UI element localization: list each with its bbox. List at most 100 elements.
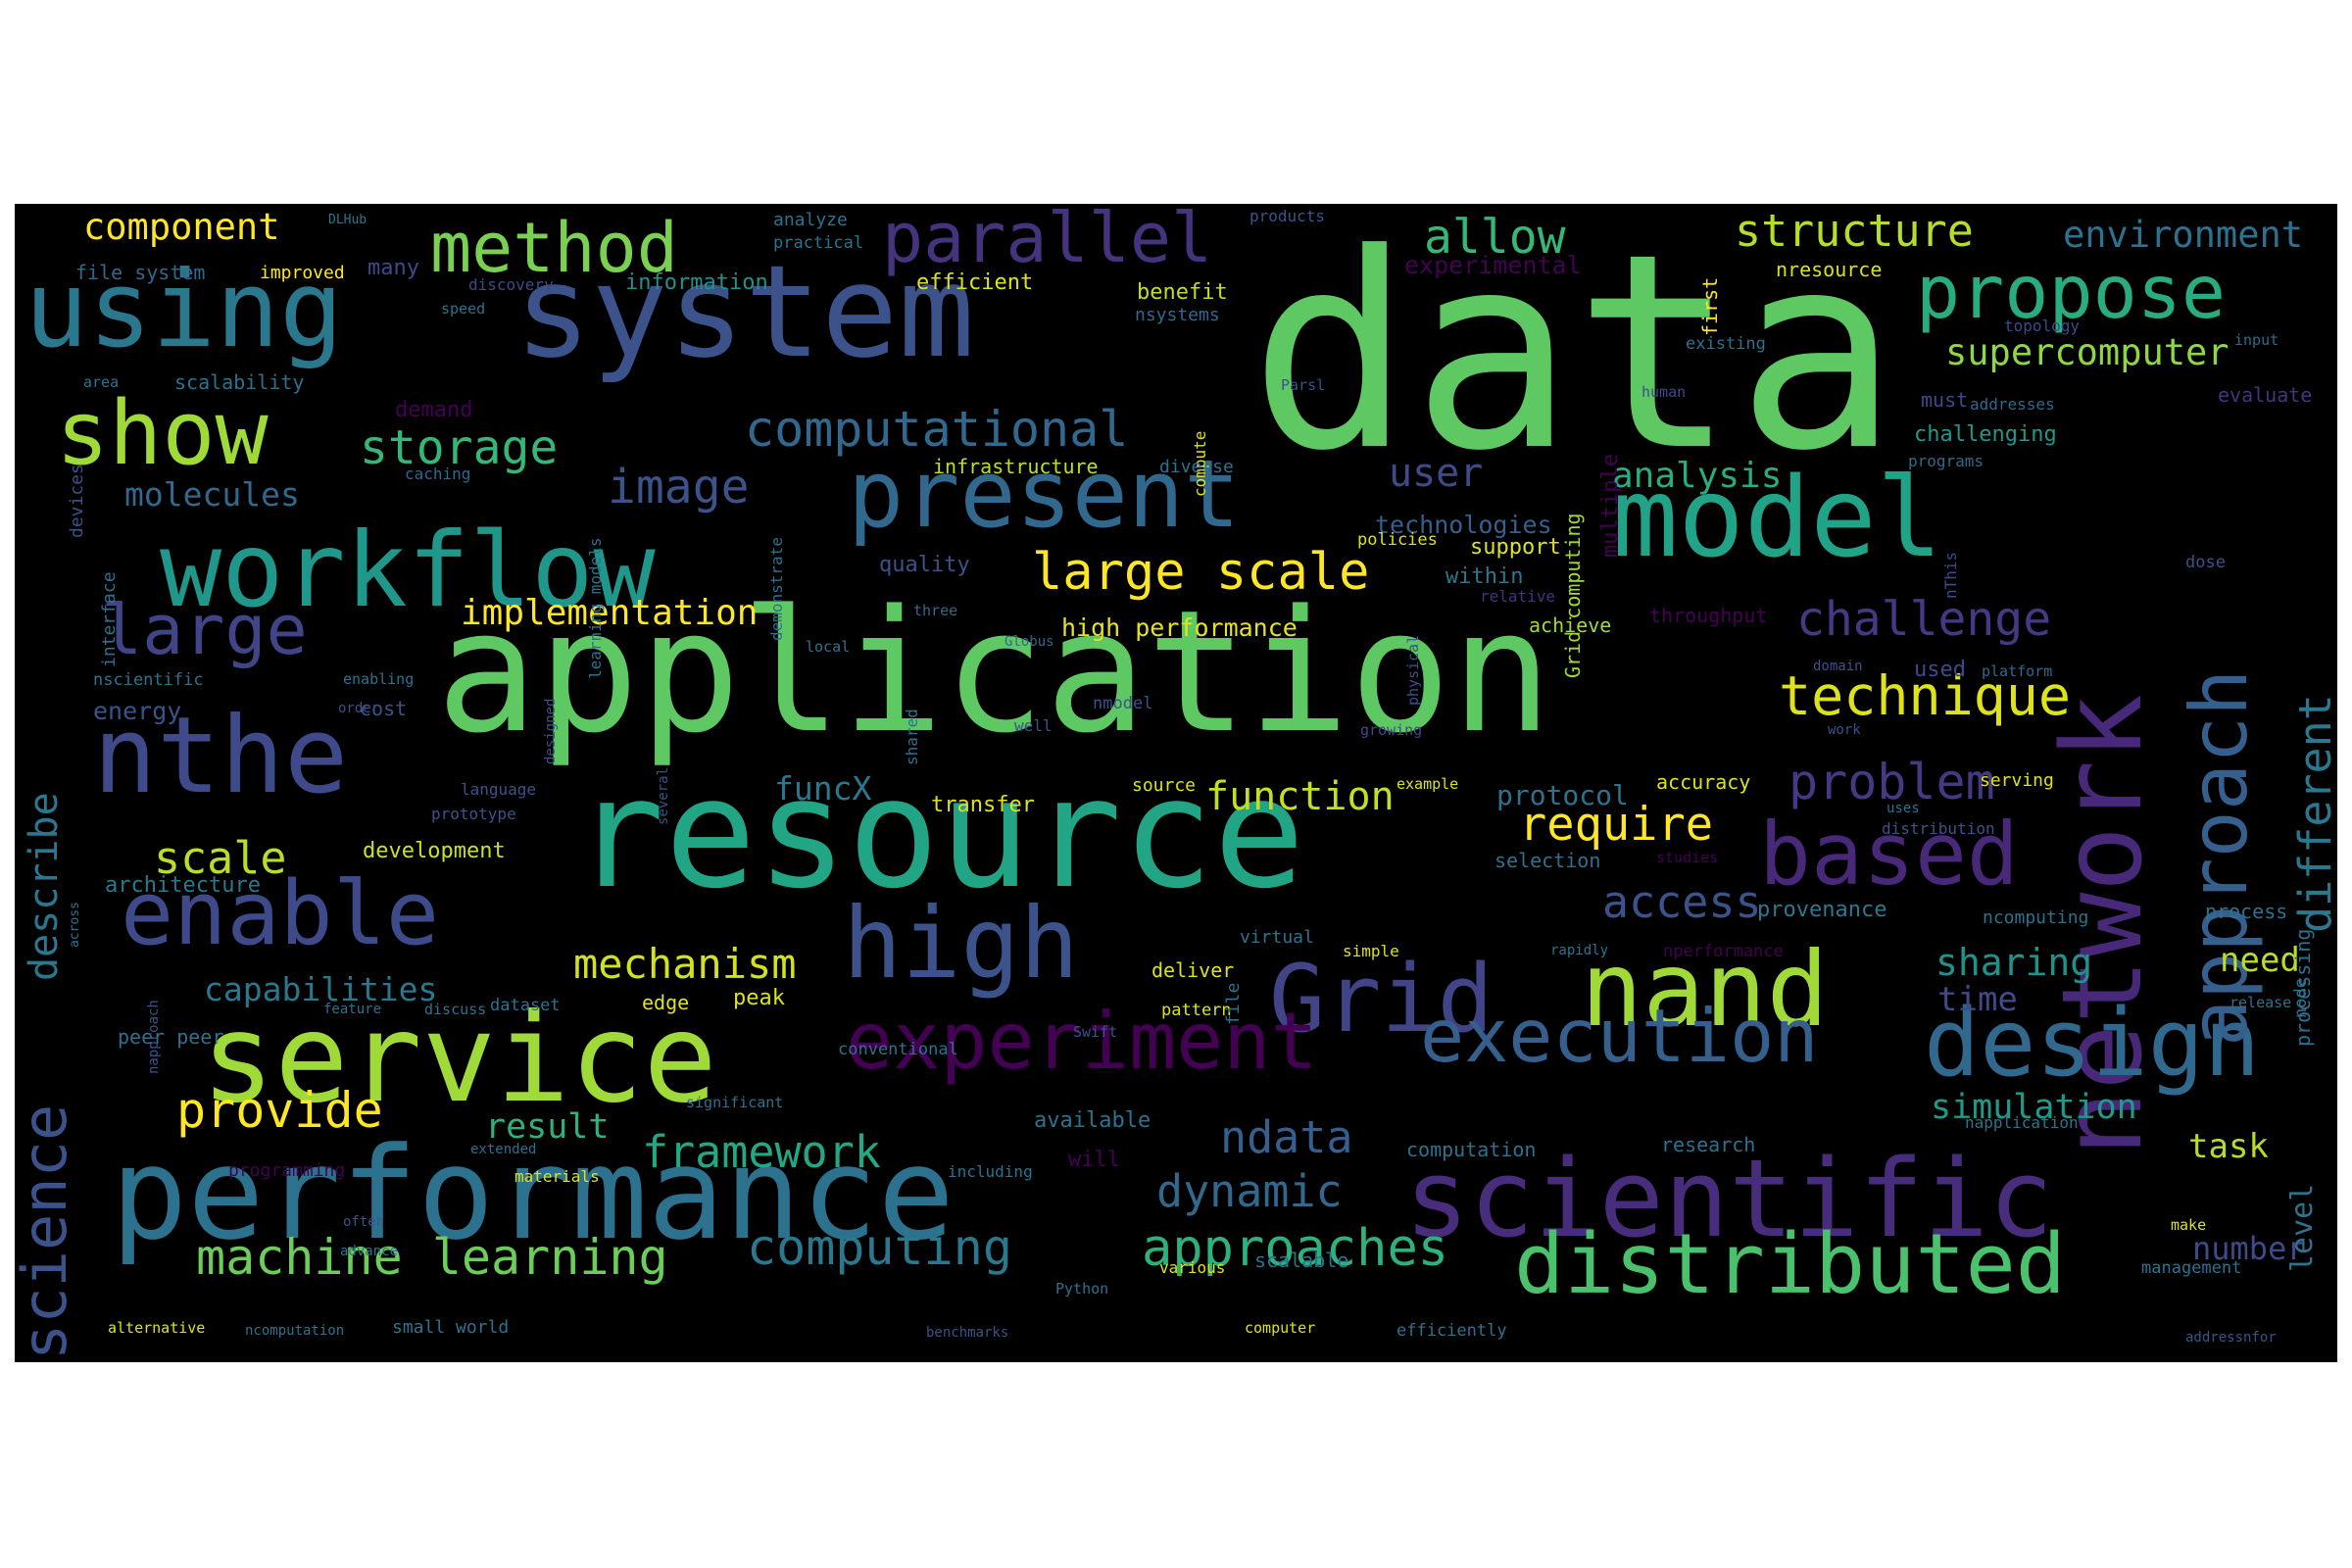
word-technologies: technologies: [1375, 511, 1552, 539]
word-execution: execution: [1420, 993, 1819, 1079]
word-globus: Globus: [1004, 634, 1054, 650]
word-conventional: conventional: [838, 1040, 958, 1059]
word-nthis: nThis: [1941, 552, 1960, 600]
word-science: science: [15, 1103, 80, 1360]
word-several: several: [656, 767, 671, 826]
word-ncomputing: ncomputing: [1983, 907, 2089, 928]
word-approaches: approaches: [1142, 1219, 1449, 1278]
word-architecture: architecture: [105, 873, 261, 898]
word-python: Python: [1055, 1280, 1109, 1298]
word-various: various: [1159, 1258, 1226, 1277]
word-number: number: [2192, 1230, 2306, 1267]
word-application: application: [436, 573, 1553, 770]
word-human: human: [1642, 383, 1687, 401]
word-scientific: scientific: [1404, 1136, 2054, 1261]
word-analysis: analysis: [1612, 456, 1783, 496]
word-access: access: [1602, 876, 1762, 928]
word-result: result: [485, 1107, 610, 1147]
word-nthe: nthe: [93, 695, 349, 817]
word-sharing: sharing: [1936, 941, 2093, 984]
word-demonstrate: demonstrate: [767, 537, 786, 641]
word-peak: peak: [733, 986, 785, 1010]
word-caching: caching: [405, 465, 471, 483]
word-enabling: enabling: [343, 670, 415, 688]
word-across: across: [68, 902, 82, 948]
word-programming: programming: [228, 1160, 346, 1181]
word-environment: environment: [2063, 214, 2304, 256]
word-simple: simple: [1343, 942, 1399, 960]
word-challenge: challenge: [1796, 592, 2052, 647]
word-multiple: multiple: [1598, 454, 1623, 558]
word-products: products: [1250, 207, 1326, 225]
word-describe: describe: [22, 792, 67, 981]
word-deliver: deliver: [1152, 958, 1235, 982]
word-storage: storage: [360, 420, 559, 475]
word-swift: Swift: [1073, 1023, 1118, 1041]
word-node: node: [2291, 978, 2311, 1018]
word-rapidly: rapidly: [1550, 943, 1609, 958]
word-ndata: ndata: [1220, 1111, 1353, 1163]
word-computation: computation: [1406, 1138, 1537, 1161]
word-significant: significant: [686, 1094, 784, 1111]
word-peer-peer: peer peer: [118, 1025, 224, 1049]
word-nmodel: nmodel: [1093, 694, 1153, 713]
word-physical: physical: [1404, 635, 1422, 707]
word-dlhub: DLHub: [328, 213, 368, 227]
word-including: including: [948, 1162, 1033, 1181]
word-quality: quality: [879, 553, 970, 577]
word-scale: scale: [154, 832, 287, 884]
word-simulation: simulation: [1931, 1088, 2137, 1127]
word-user: user: [1389, 451, 1484, 496]
word-method: method: [430, 208, 678, 288]
word-serving: serving: [1980, 770, 2054, 791]
word-process: process: [2205, 900, 2288, 923]
word-infrastructure: infrastructure: [933, 455, 1099, 478]
word-file-system: file system: [75, 261, 206, 284]
word-experimental: experimental: [1404, 251, 1582, 279]
word-analyze: analyze: [773, 210, 848, 230]
word-area: area: [83, 373, 120, 391]
word-prototype: prototype: [431, 805, 516, 823]
word-workflow: workflow: [160, 511, 656, 630]
word-studies: studies: [1656, 849, 1719, 866]
word-energy: energy: [93, 697, 182, 725]
word-many: many: [368, 256, 419, 280]
word-language: language: [461, 780, 537, 799]
word-allow: allow: [1424, 210, 1566, 265]
word-cost: cost: [360, 697, 408, 720]
word-cloud: data application resource system scientific p…: [15, 204, 2337, 1362]
word-molecules: molecules: [124, 475, 300, 514]
word-scalability: scalability: [174, 370, 305, 394]
word-parsl: Parsl: [1281, 376, 1326, 394]
word-benchmarks: benchmarks: [926, 1325, 1009, 1341]
word-speed: speed: [441, 300, 486, 318]
word-high-performance: high performance: [1061, 613, 1298, 642]
word-dose: dose: [2185, 553, 2226, 572]
word-feature: feature: [323, 1002, 382, 1017]
word-pattern: pattern: [1161, 1001, 1232, 1020]
word-structure: structure: [1735, 205, 1974, 257]
word-mechanism: mechanism: [573, 940, 797, 988]
word-relative: relative: [1480, 587, 1556, 606]
word-will: will: [1068, 1148, 1120, 1172]
word-experiment: experiment: [846, 996, 1318, 1087]
word-learning-models: learning models: [586, 537, 605, 679]
word-three: three: [913, 602, 958, 619]
word-nscientific: nscientific: [93, 670, 204, 690]
word-resource: resource: [573, 745, 1305, 922]
word-devices: devices: [67, 464, 87, 538]
word-protocol: protocol: [1496, 779, 1629, 811]
word-level: level: [2285, 1184, 2320, 1273]
word-napproach: napproach: [146, 1000, 162, 1074]
word-dynamic: dynamic: [1156, 1165, 1343, 1217]
word-function: function: [1205, 774, 1395, 819]
word-designed: designed: [543, 699, 559, 765]
word-technique: technique: [1779, 664, 2072, 727]
word-grid-computing: Grid computing: [1561, 513, 1585, 678]
word-diverse: diverse: [1159, 457, 1234, 477]
word-research: research: [1661, 1133, 1756, 1156]
word-release: release: [2230, 994, 2292, 1011]
word-propose: propose: [1916, 249, 2227, 335]
word-topology: topology: [2004, 317, 2081, 335]
word-computing: computing: [747, 1219, 1012, 1276]
